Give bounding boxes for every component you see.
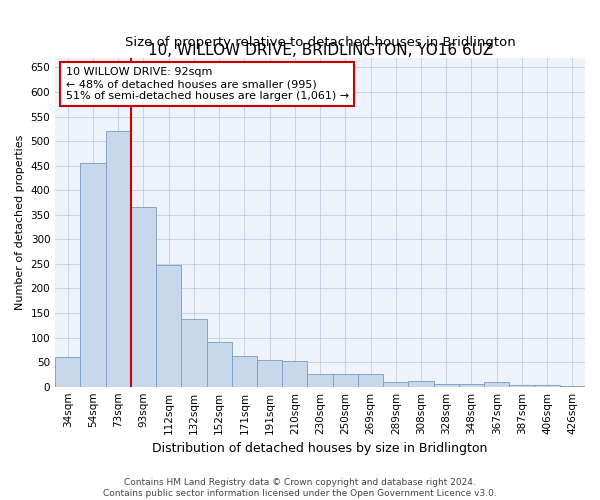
Bar: [257, 360, 282, 386]
Text: Contains HM Land Registry data © Crown copyright and database right 2024.
Contai: Contains HM Land Registry data © Crown c…: [103, 478, 497, 498]
Bar: [358, 374, 383, 386]
Y-axis label: Number of detached properties: Number of detached properties: [15, 134, 25, 310]
Bar: [131, 208, 156, 386]
Bar: [459, 384, 484, 386]
Title: 10, WILLOW DRIVE, BRIDLINGTON, YO16 6UZ: 10, WILLOW DRIVE, BRIDLINGTON, YO16 6UZ: [148, 42, 493, 58]
Bar: [409, 381, 434, 386]
Bar: [232, 356, 257, 386]
Bar: [55, 357, 80, 386]
Bar: [509, 384, 535, 386]
Bar: [181, 319, 206, 386]
Bar: [307, 374, 332, 386]
Bar: [80, 163, 106, 386]
Bar: [282, 360, 307, 386]
X-axis label: Distribution of detached houses by size in Bridlington: Distribution of detached houses by size …: [152, 442, 488, 455]
Bar: [434, 384, 459, 386]
Bar: [106, 132, 131, 386]
Bar: [156, 265, 181, 386]
Bar: [383, 382, 409, 386]
Text: Size of property relative to detached houses in Bridlington: Size of property relative to detached ho…: [125, 36, 515, 50]
Text: 10 WILLOW DRIVE: 92sqm
← 48% of detached houses are smaller (995)
51% of semi-de: 10 WILLOW DRIVE: 92sqm ← 48% of detached…: [66, 68, 349, 100]
Bar: [206, 342, 232, 386]
Bar: [332, 374, 358, 386]
Bar: [484, 382, 509, 386]
Bar: [535, 384, 560, 386]
